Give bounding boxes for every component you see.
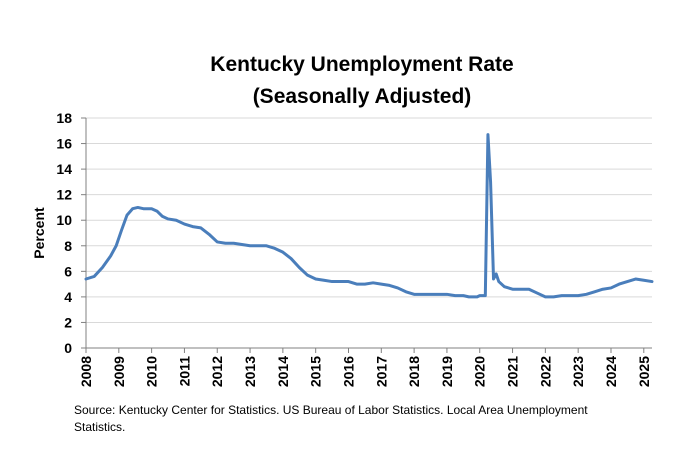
x-tick-label: 2014	[275, 356, 291, 387]
chart-title-line2: (Seasonally Adjusted)	[253, 85, 472, 108]
y-tick-label: 8	[64, 238, 72, 254]
y-tick-label: 10	[56, 212, 72, 228]
x-tick-label: 2021	[505, 356, 521, 387]
x-tick-label: 2011	[176, 356, 192, 387]
unemployment-chart: Kentucky Unemployment Rate (Seasonally A…	[31, 53, 654, 387]
y-tick-label: 12	[56, 187, 72, 203]
x-tick-label: 2023	[570, 356, 586, 387]
y-tick-label: 18	[56, 110, 72, 126]
y-tick-label: 6	[64, 263, 72, 279]
x-tick-label: 2024	[603, 356, 619, 387]
y-axis-label: Percent	[31, 207, 47, 259]
x-tick-label: 2013	[242, 356, 258, 387]
y-tick-label: 14	[56, 161, 72, 177]
axes	[81, 117, 652, 353]
series-line	[84, 133, 654, 299]
x-tick-label: 2019	[439, 356, 455, 387]
source-note: Source: Kentucky Center for Statistics. …	[74, 403, 588, 434]
x-tick-label: 2008	[78, 356, 94, 387]
x-tick-label: 2012	[209, 356, 225, 387]
x-tick-label: 2010	[144, 356, 160, 387]
y-tick-label: 0	[64, 340, 72, 356]
y-tick-labels: 0 2 4 6 8 10 12 14 16 18	[56, 110, 72, 356]
x-tick-label: 2015	[308, 356, 324, 387]
x-tick-label: 2017	[373, 356, 389, 387]
x-tick-label: 2025	[636, 356, 652, 387]
x-tick-label: 2020	[472, 356, 488, 387]
series-layer	[84, 133, 654, 299]
x-tick-labels: 2008 2009 2010 2011 2012 2013 2014 2015 2016 2017…	[78, 356, 652, 387]
gridlines	[86, 117, 652, 323]
x-tick-label: 2022	[537, 356, 553, 387]
y-tick-label: 16	[56, 136, 72, 152]
x-tick-label: 2009	[111, 356, 127, 387]
y-tick-label: 4	[64, 289, 72, 305]
x-tick-label: 2018	[406, 356, 422, 387]
y-tick-label: 2	[64, 314, 72, 330]
x-tick-label: 2016	[340, 356, 356, 387]
chart-title-line1: Kentucky Unemployment Rate	[210, 53, 513, 76]
